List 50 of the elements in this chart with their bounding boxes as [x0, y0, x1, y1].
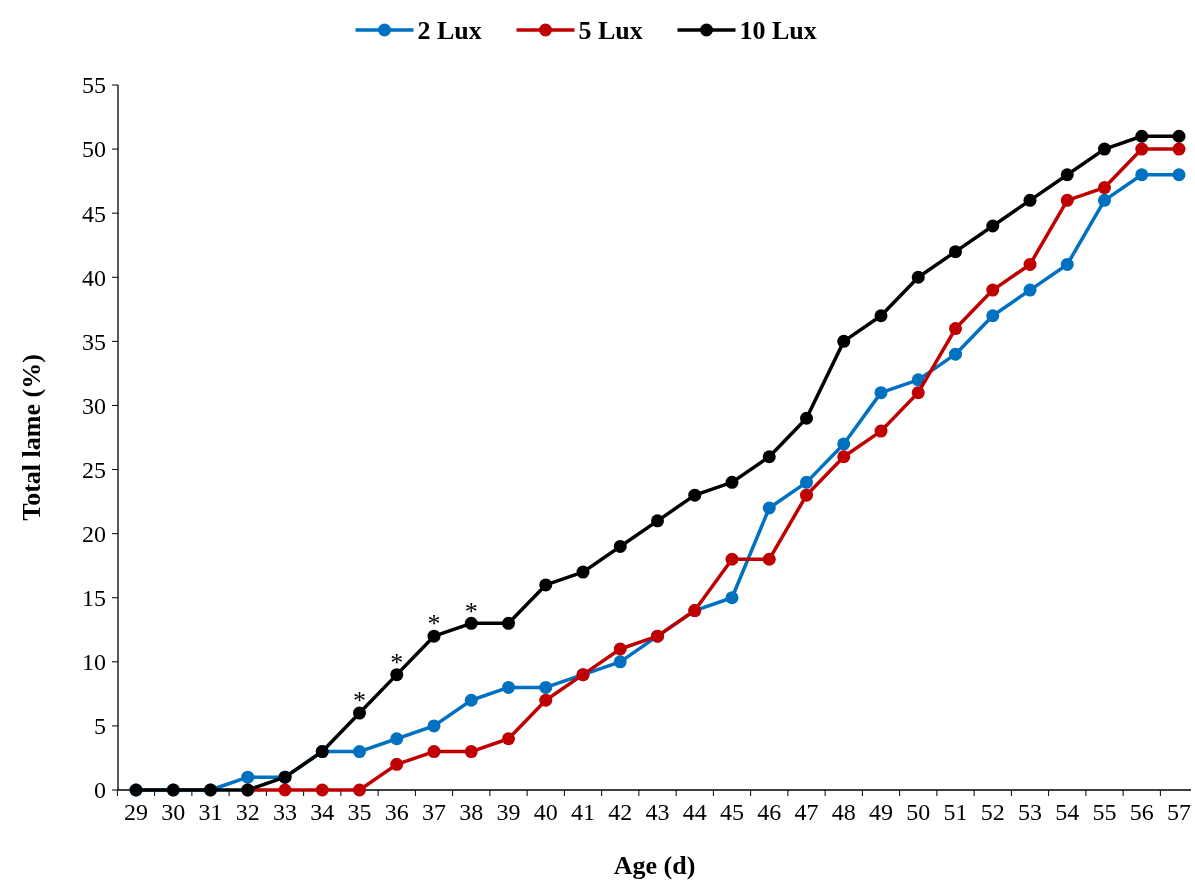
x-tick-label: 50: [906, 799, 931, 825]
x-tick-label: 42: [608, 799, 633, 825]
annotation: *: [427, 609, 441, 639]
legend-label: 5 Lux: [578, 16, 643, 46]
y-tick-label: 45: [82, 200, 106, 227]
x-tick-label: 41: [571, 799, 595, 825]
x-tick-label: 52: [980, 799, 1005, 825]
y-tick-label: 35: [82, 328, 106, 355]
x-tick-label: 38: [459, 799, 484, 825]
x-tick-label: 48: [831, 799, 856, 825]
x-tick-label: 29: [124, 799, 148, 825]
x-tick-label: 36: [384, 799, 409, 825]
legend-label: 2 Lux: [417, 16, 482, 46]
y-tick-label: 30: [82, 392, 106, 419]
y-axis-title: Total lame (%): [17, 354, 46, 521]
x-tick-label: 35: [347, 799, 372, 825]
y-tick-label: 25: [82, 456, 106, 483]
x-tick-label: 40: [533, 799, 558, 825]
x-tick-label: 51: [943, 799, 968, 825]
x-tick-label: 44: [682, 799, 707, 825]
x-tick-label: 57: [1167, 799, 1191, 825]
annotation: *: [464, 596, 478, 626]
y-tick-label: 20: [82, 521, 106, 548]
x-tick-label: 31: [198, 799, 223, 825]
annotation: *: [390, 647, 404, 677]
x-axis-title: Age (d): [613, 851, 696, 880]
x-tick-label: 34: [310, 799, 335, 825]
x-tick-label: 33: [273, 799, 297, 825]
legend-label: 10 Lux: [739, 16, 817, 46]
y-tick-label: 55: [82, 72, 106, 99]
x-tick-label: 39: [496, 799, 521, 825]
x-tick-label: 47: [794, 799, 819, 825]
annotation: *: [353, 686, 366, 716]
y-tick-label: 5: [94, 713, 106, 740]
x-tick-label: 37: [422, 799, 446, 825]
x-tick-label: 55: [1092, 799, 1117, 825]
x-tick-label: 56: [1129, 799, 1154, 825]
y-tick-label: 0: [94, 777, 106, 804]
x-tick-label: 53: [1018, 799, 1042, 825]
x-tick-label: 30: [161, 799, 186, 825]
x-tick-label: 49: [869, 799, 893, 825]
y-tick-label: 10: [82, 649, 106, 676]
x-tick-label: 54: [1055, 799, 1080, 825]
y-tick-label: 50: [82, 136, 106, 163]
y-tick-label: 40: [82, 264, 106, 291]
x-tick-label: 46: [757, 799, 782, 825]
x-tick-label: 32: [235, 799, 260, 825]
y-tick-label: 15: [82, 585, 106, 612]
x-tick-label: 45: [720, 799, 744, 825]
x-tick-label: 43: [645, 799, 670, 825]
